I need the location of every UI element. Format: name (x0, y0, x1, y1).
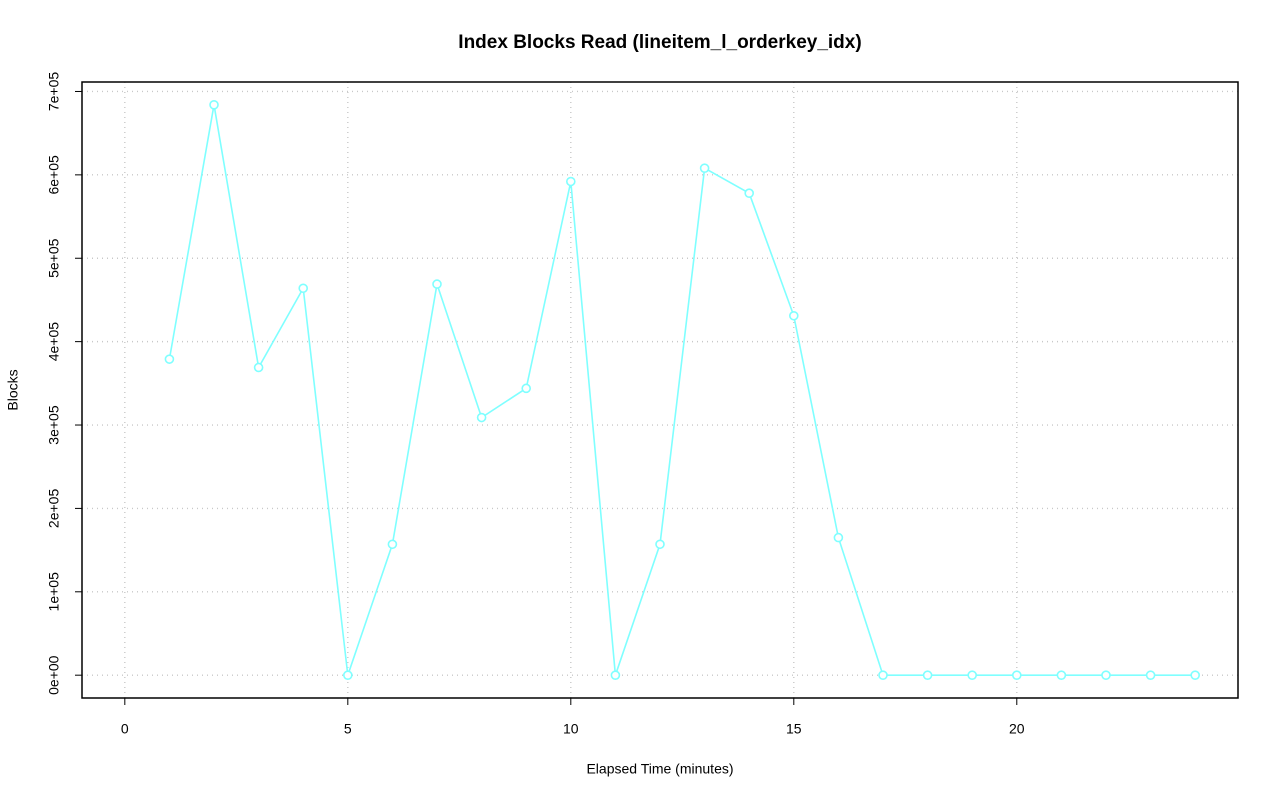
y-tick-label: 4e+05 (46, 322, 62, 362)
point (1056, 670, 1067, 680)
point (744, 188, 754, 199)
y-tick-label: 3e+05 (46, 405, 62, 445)
point (476, 412, 487, 423)
x-tick-label: 15 (786, 721, 802, 737)
point (833, 532, 844, 543)
point (610, 670, 621, 680)
point (878, 670, 888, 680)
x-tick-label: 0 (121, 721, 129, 737)
point (1101, 670, 1111, 680)
point (432, 279, 442, 289)
chart-title: Index Blocks Read (lineitem_l_orderkey_i… (458, 32, 861, 53)
point (699, 163, 710, 173)
point (1011, 670, 1022, 680)
plot-frame (81, 81, 1239, 699)
point (1190, 670, 1200, 680)
y-tick-label: 1e+05 (46, 572, 62, 612)
y-axis-label: Blocks (5, 369, 21, 410)
y-tick-label: 0e+00 (46, 655, 62, 695)
point (209, 100, 219, 110)
point (566, 176, 576, 187)
x-axis-label: Elapsed Time (minutes) (586, 761, 733, 777)
y-tick-label: 2e+05 (46, 489, 62, 529)
x-tick-label: 20 (1009, 721, 1025, 737)
point (164, 354, 175, 364)
point (253, 362, 264, 373)
point (788, 310, 799, 321)
point (387, 539, 398, 550)
x-tick-label: 10 (563, 721, 579, 737)
point (967, 670, 977, 680)
line (168, 104, 1196, 676)
y-tick-label: 5e+05 (46, 238, 62, 278)
y-tick-label: 7e+05 (46, 72, 62, 112)
y-tick-label: 6e+05 (46, 155, 62, 195)
point (298, 283, 309, 294)
point (343, 670, 353, 680)
point (1145, 670, 1156, 680)
point (521, 383, 532, 394)
point (655, 539, 665, 550)
x-tick-label: 5 (344, 721, 352, 737)
point (922, 670, 933, 680)
